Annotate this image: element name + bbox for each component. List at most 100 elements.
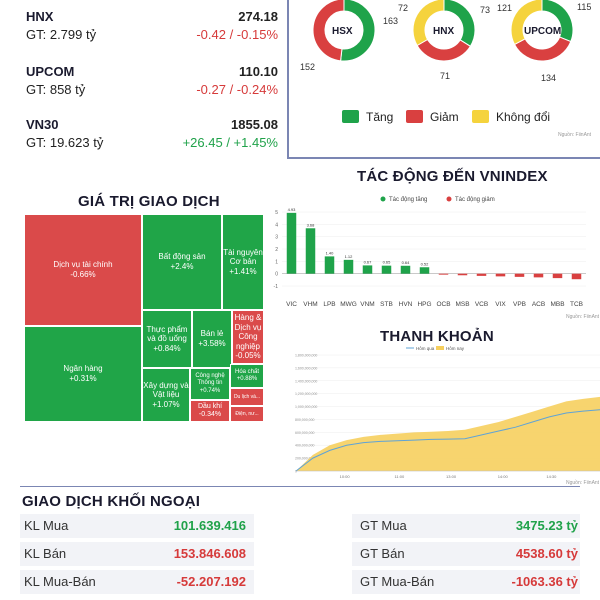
y-tick-label: 0: [295, 470, 297, 474]
bar-MWG: [343, 259, 354, 274]
tile-change: -0.66%: [70, 270, 96, 279]
gt-ban-label: GT Bán: [360, 546, 405, 561]
tile-label: Dịch vụ tài chính: [53, 260, 113, 270]
bar-VNM: [362, 265, 373, 274]
section-divider: [20, 486, 580, 487]
index-card-upcom: UPCOM GT: 858 tỷ 110.10 -0.27 / -0.24%: [22, 63, 280, 105]
breadth-donuts: [312, 0, 574, 62]
gt-mua-value: 3475.23 tỷ: [515, 518, 578, 533]
impact-chart: Tác động tăng Tác động giảm 5 4 3 2 1 0 -1 4.93 VI…: [274, 196, 586, 308]
source-note: Nguồn: FiinAnt: [558, 132, 592, 138]
x-tick-label: VIX: [495, 301, 506, 308]
index-value: 110.10: [238, 64, 278, 79]
tile-change: -0.05%: [235, 351, 261, 361]
tile-change: +0.88%: [236, 376, 258, 382]
tile-xay-dung-vat-lieu[interactable]: Xây dựng và Vật liệu +1.07%: [142, 368, 190, 422]
kl-ban-label: KL Bán: [24, 546, 67, 561]
donut-hnx-down: 71: [440, 71, 451, 81]
bar-value-label: 4.93: [288, 207, 297, 212]
x-tick-label: 11:00: [395, 474, 405, 479]
donut-hsx-up: 163: [383, 16, 399, 26]
x-tick-label: VNM: [360, 301, 374, 308]
bar-LPB: [324, 256, 335, 274]
tile-dau-khi[interactable]: Dầu khí -0.34%: [190, 400, 230, 422]
y-tick-label: 0: [275, 272, 278, 278]
table-row: [352, 570, 580, 594]
tile-label: Du lịch và...: [233, 394, 261, 400]
gt-net-label: GT Mua-Bán: [360, 574, 435, 589]
kl-ban-value: 153.846.608: [173, 546, 246, 561]
tile-label: Tài nguyên Cơ bản: [223, 247, 263, 267]
bar-VIC: [286, 212, 297, 274]
treemap: Dịch vụ tài chính -0.66% Ngân hàng +0.31% …: [24, 214, 264, 422]
x-tick-label: HPG: [417, 301, 431, 308]
tile-label: Dầu khí: [197, 402, 223, 410]
foreign-trading-title: GIAO DỊCH KHỐI NGOẠI: [22, 493, 201, 510]
x-tick-label: 14:30: [546, 474, 557, 479]
donut-upcom-up: 115: [577, 2, 592, 12]
liquidity-chart: Hôm qua Hôm nay 1,800,000,000 1,600,000,000…: [295, 346, 600, 479]
x-tick-label: MSB: [455, 301, 469, 308]
legend-up-swatch: [342, 110, 359, 123]
bar-VPB: [514, 273, 525, 277]
donut-slice-down: [312, 0, 345, 62]
x-tick-label: MWG: [340, 301, 357, 308]
tile-label: Công nghệ Thông tin: [195, 373, 225, 387]
table-row: [20, 514, 254, 538]
tile-change: +2.4%: [170, 262, 194, 271]
bar-MBB: [552, 273, 563, 279]
y-tick-label: 1: [275, 259, 278, 265]
x-tick-label: ACB: [532, 301, 545, 308]
legend-up-label: Tác động tăng: [389, 197, 427, 203]
tile-du-lich[interactable]: Du lịch và...: [230, 388, 264, 406]
tile-dien-nuoc[interactable]: Điện, nư...: [230, 406, 264, 422]
donut-slice-flat: [412, 0, 445, 47]
x-tick-label: LPB: [323, 301, 335, 308]
tile-change: +0.31%: [69, 374, 97, 383]
tile-change: +3.58%: [198, 339, 226, 348]
impact-chart-title: TÁC ĐỘNG ĐẾN VNINDEX: [357, 168, 548, 185]
donut-center-hnx: HNX: [433, 26, 455, 37]
legend-prev-label: Hôm qua: [416, 346, 435, 351]
y-tick-label: 3: [275, 235, 278, 241]
tile-bat-dong-san[interactable]: Bất động sản +2.4%: [142, 214, 222, 310]
index-turnover: GT: 19.623 tỷ: [26, 135, 104, 150]
index-value: 1855.08: [231, 117, 278, 132]
tile-ngan-hang[interactable]: Ngân hàng +0.31%: [24, 326, 142, 422]
gt-mua-label: GT Mua: [360, 518, 407, 533]
table-row: [20, 542, 254, 566]
bar-ACB: [533, 273, 544, 278]
tile-tai-nguyen-co-ban[interactable]: Tài nguyên Cơ bản +1.41%: [222, 214, 264, 310]
x-tick-label: VHM: [303, 301, 317, 308]
donut-hnx-up: 73: [480, 5, 491, 15]
index-name: UPCOM: [26, 64, 75, 79]
y-tick-label: 1,000,000,000: [295, 405, 317, 409]
frame-divider-horizontal: [287, 157, 600, 159]
market-breadth: 163 152 72 73 71 121 115 134 HSX HNX UPC…: [290, 0, 600, 150]
y-tick-label: -1: [274, 284, 279, 290]
donut-upcom-flat: 121: [497, 3, 513, 13]
bar-VIX: [495, 273, 506, 277]
index-value: 274.18: [238, 9, 278, 24]
tile-label: Hàng & Dịch vụ Công nghiệp: [234, 313, 262, 351]
index-turnover: GT: 2.799 tỷ: [26, 27, 97, 42]
tile-hang-dich-vu-cong-nghiep[interactable]: Hàng & Dịch vụ Công nghiệp -0.05%: [232, 310, 264, 364]
tile-dich-vu-tai-chinh[interactable]: Dịch vụ tài chính -0.66%: [24, 214, 142, 326]
legend-flat-label: Không đổi: [496, 110, 551, 124]
x-tick-label: STB: [380, 301, 393, 308]
tile-label: Điện, nư...: [235, 411, 259, 417]
y-tick-label: 2: [275, 247, 278, 253]
tile-hoa-chat[interactable]: Hóa chất +0.88%: [230, 364, 264, 388]
donut-slice-down: [513, 36, 572, 62]
tile-cong-nghe-thong-tin[interactable]: Công nghệ Thông tin +0.74%: [190, 368, 230, 400]
index-card-hnx: HNX GT: 2.799 tỷ 274.18 -0.42 / -0.15%: [22, 8, 280, 50]
tile-ban-le[interactable]: Bán lẻ +3.58%: [192, 310, 232, 368]
donut-upcom-down: 134: [541, 73, 557, 83]
bar-value-label: 0.52: [421, 261, 430, 266]
tile-label: Ngân hàng: [63, 364, 103, 374]
index-change: -0.42 / -0.15%: [196, 27, 278, 42]
donut-slice-flat: [510, 0, 543, 46]
index-turnover: GT: 858 tỷ: [26, 82, 86, 97]
tile-thuc-pham-do-uong[interactable]: Thực phẩm và đồ uống +0.84%: [142, 310, 192, 368]
y-tick-label: 1,400,000,000: [295, 379, 317, 383]
